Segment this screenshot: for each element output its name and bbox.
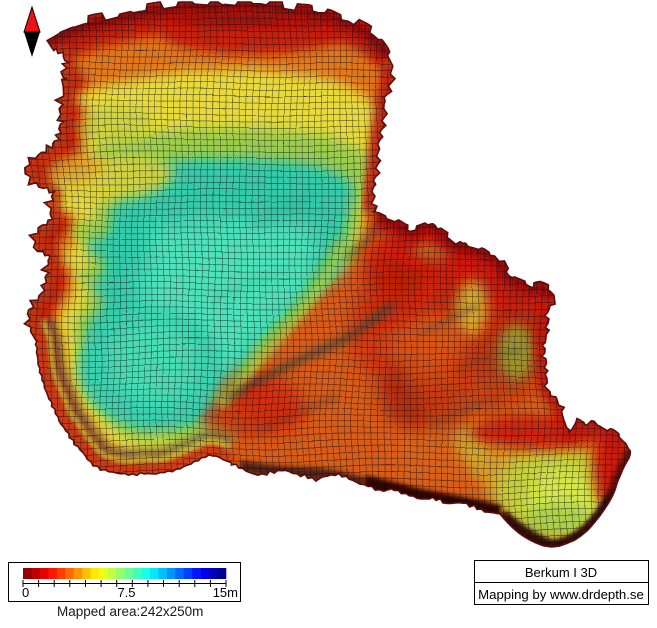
svg-text:0: 0 <box>22 585 29 600</box>
svg-text:Berkum I 3D: Berkum I 3D <box>525 565 597 580</box>
svg-text:Mapping by www.drdepth.se: Mapping by www.drdepth.se <box>478 587 644 602</box>
svg-text:15m: 15m <box>213 585 238 600</box>
svg-text:Mapped area:242x250m: Mapped area:242x250m <box>57 604 203 619</box>
svg-text:7.5: 7.5 <box>117 585 135 600</box>
